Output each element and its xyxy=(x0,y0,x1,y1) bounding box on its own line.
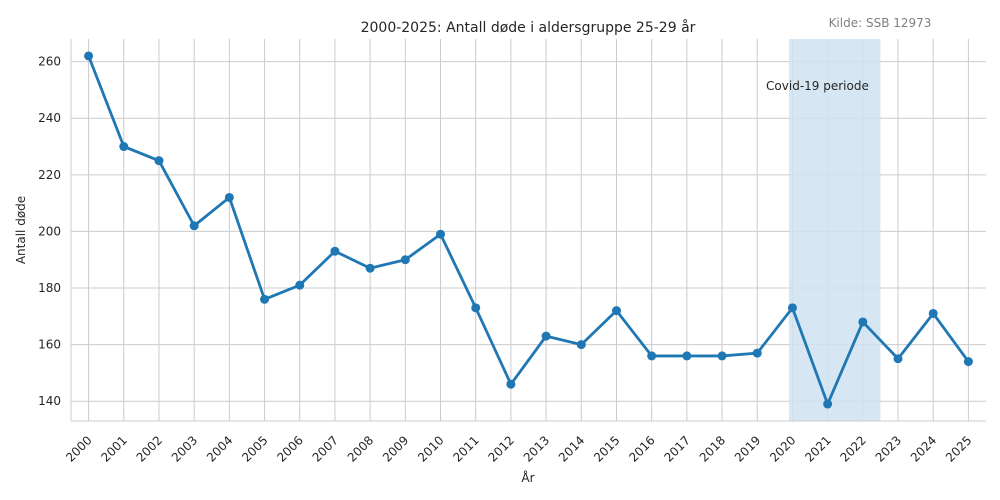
data-point xyxy=(682,351,692,361)
data-point xyxy=(823,399,833,409)
y-tick-label: 160 xyxy=(38,338,61,352)
data-point xyxy=(576,340,586,350)
data-point xyxy=(119,142,129,152)
data-point xyxy=(787,303,797,313)
x-tick-label: 2018 xyxy=(697,433,728,464)
x-tick-label: 2013 xyxy=(521,433,552,464)
data-point xyxy=(330,246,340,256)
x-tick-label: 2025 xyxy=(943,433,974,464)
data-point xyxy=(224,192,234,202)
data-point xyxy=(260,294,270,304)
x-tick-label: 2017 xyxy=(661,433,692,464)
y-axis-label: Antall døde xyxy=(14,196,28,264)
data-point xyxy=(647,351,657,361)
x-tick-label: 2000 xyxy=(63,433,94,464)
data-point xyxy=(752,348,762,358)
data-point xyxy=(295,280,305,290)
x-tick-label: 2016 xyxy=(626,433,657,464)
x-tick-label: 2014 xyxy=(556,433,587,464)
source-label: Kilde: SSB 12973 xyxy=(829,16,932,30)
data-point xyxy=(541,331,551,341)
y-tick-label: 180 xyxy=(38,281,61,295)
x-tick-label: 2019 xyxy=(732,433,763,464)
data-points xyxy=(84,51,973,409)
data-point xyxy=(893,354,903,364)
x-tick-label: 2004 xyxy=(204,433,235,464)
x-tick-label: 2007 xyxy=(310,433,341,464)
x-tick-label: 2011 xyxy=(450,433,481,464)
axis-spines xyxy=(70,39,986,422)
data-point xyxy=(400,255,410,265)
x-tick-label: 2003 xyxy=(169,433,200,464)
x-tick-label: 2010 xyxy=(415,433,446,464)
x-tick-label: 2023 xyxy=(873,433,904,464)
x-tick-label: 2002 xyxy=(134,433,165,464)
x-tick-label: 2015 xyxy=(591,433,622,464)
y-tick-label: 220 xyxy=(38,168,61,182)
y-tick-label: 140 xyxy=(38,394,61,408)
data-point xyxy=(154,156,164,166)
chart-title: 2000-2025: Antall døde i aldersgruppe 25… xyxy=(361,19,696,36)
x-tick-label: 2012 xyxy=(486,433,517,464)
y-tick-label: 240 xyxy=(38,111,61,125)
y-tick-label: 260 xyxy=(38,55,61,69)
data-point xyxy=(611,306,621,316)
data-point xyxy=(84,51,94,61)
data-point xyxy=(928,308,938,318)
y-axis-ticks: 140 160 180 200 220 240 260 xyxy=(38,55,61,409)
x-axis-ticks: 2000 2001 2002 2003 2004 2005 2006 2007 2008 2009… xyxy=(63,433,974,464)
x-tick-label: 2021 xyxy=(802,433,833,464)
x-tick-label: 2005 xyxy=(239,433,270,464)
series-line xyxy=(87,55,970,406)
data-point xyxy=(471,303,481,313)
x-axis-label: År xyxy=(521,470,534,485)
covid-period-band xyxy=(788,39,881,421)
data-point xyxy=(963,357,973,367)
x-tick-label: 2008 xyxy=(345,433,376,464)
y-tick-label: 200 xyxy=(38,224,61,238)
x-tick-label: 2001 xyxy=(98,433,129,464)
x-tick-label: 2022 xyxy=(837,433,868,464)
covid-period-label: Covid-19 periode xyxy=(766,79,869,93)
data-point xyxy=(365,263,375,273)
data-point xyxy=(436,229,446,239)
x-tick-label: 2009 xyxy=(380,433,411,464)
data-point xyxy=(858,317,868,327)
x-tick-label: 2020 xyxy=(767,433,798,464)
data-point xyxy=(717,351,727,361)
x-tick-label: 2006 xyxy=(274,433,305,464)
data-point xyxy=(506,379,516,389)
x-tick-label: 2024 xyxy=(908,433,939,464)
data-point xyxy=(189,221,199,231)
